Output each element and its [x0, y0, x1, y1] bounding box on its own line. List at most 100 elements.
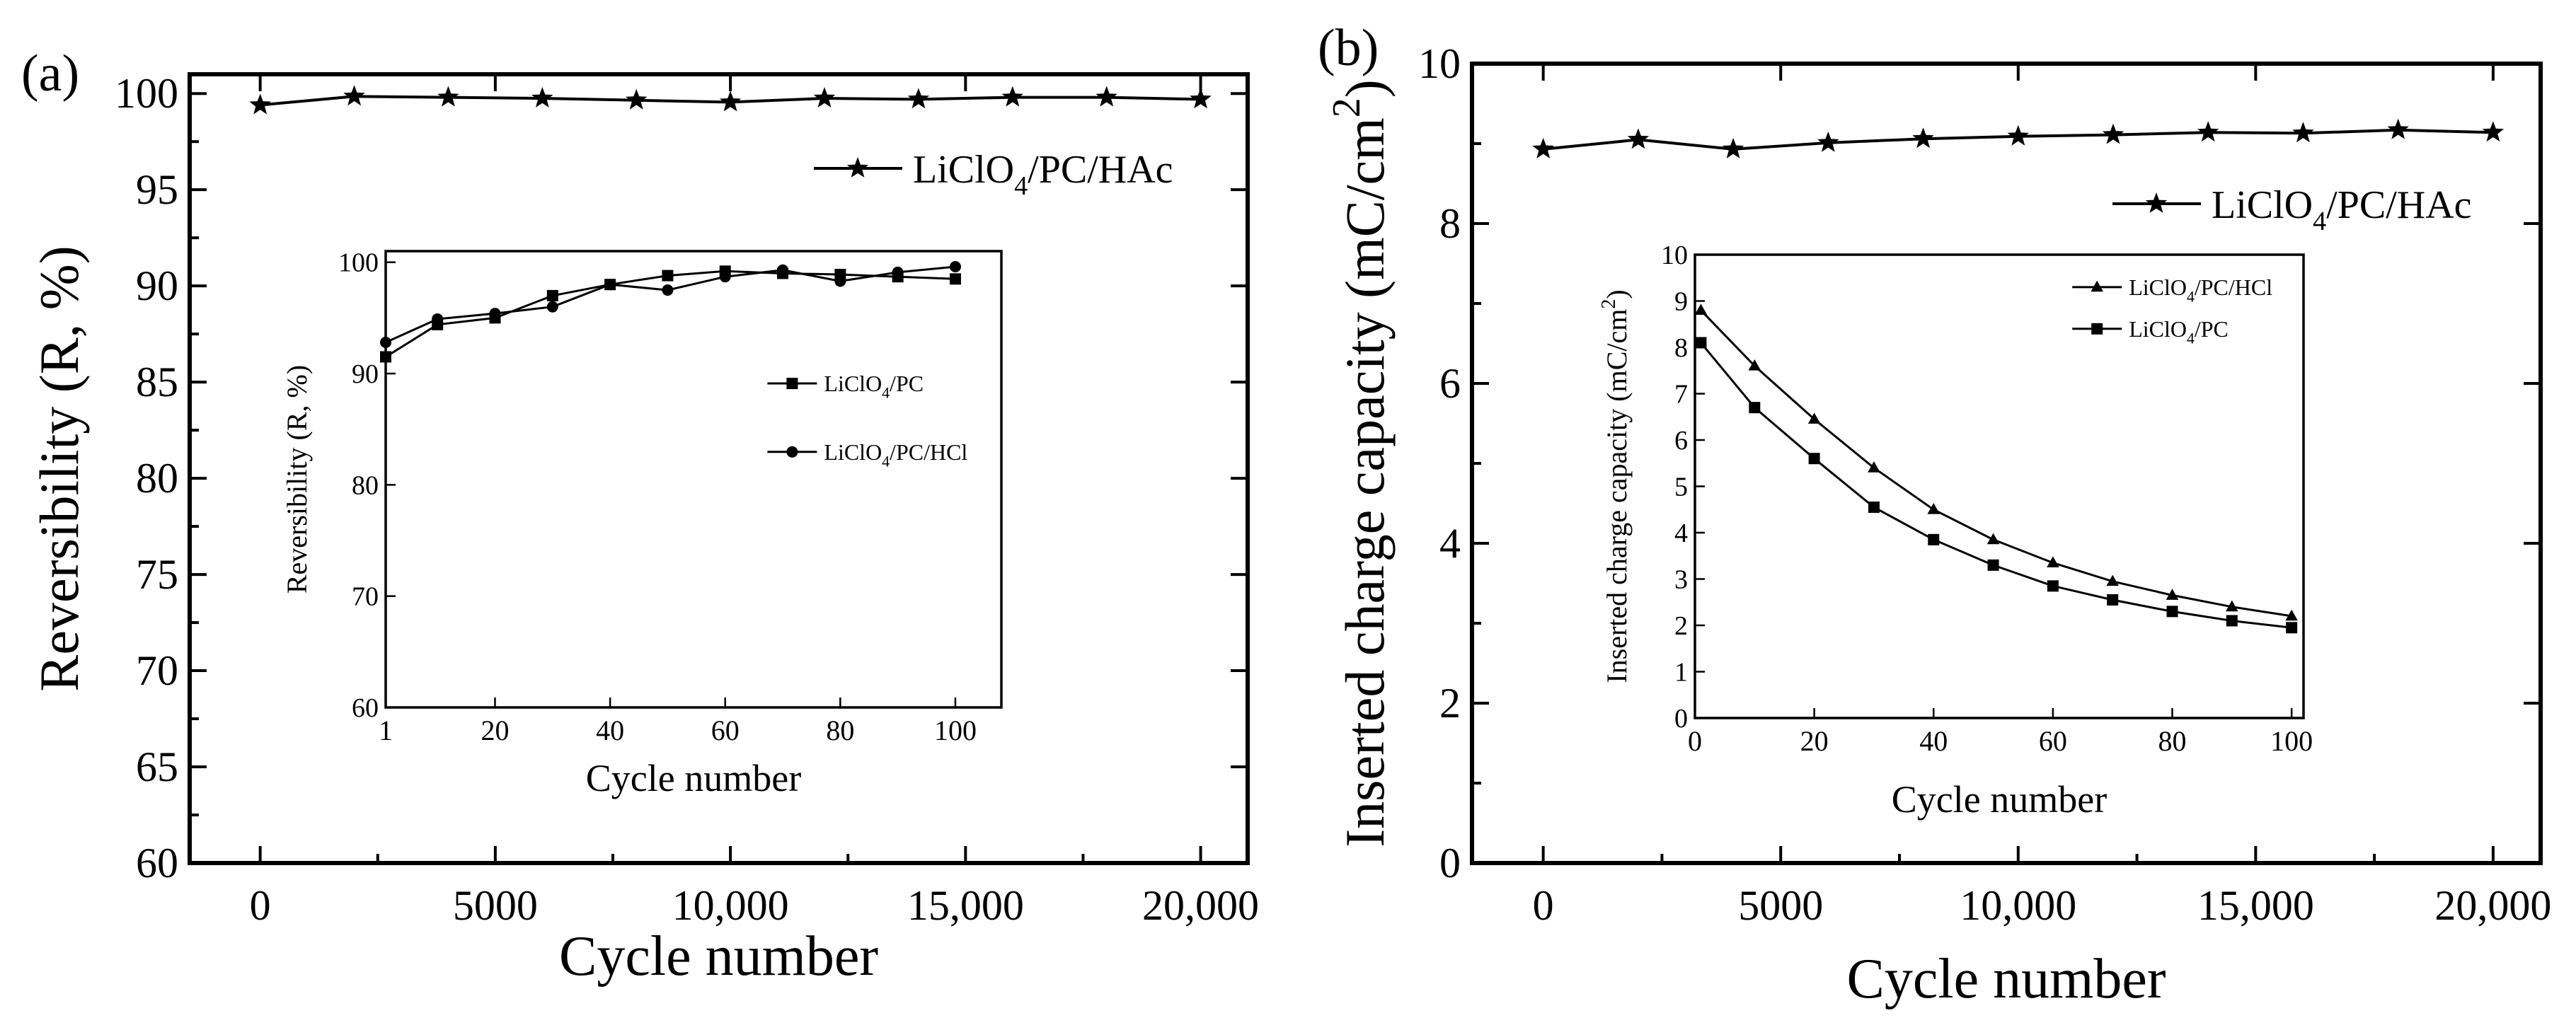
data-point-0-1: [343, 85, 365, 106]
x-tick-label: 20,000: [1142, 882, 1259, 929]
inset-y-axis-label: Inserted charge capacity (mC/cm2): [1598, 289, 1633, 683]
inset-y-tick-label: 10: [1661, 241, 1688, 270]
inset-y-tick-label: 7: [1674, 380, 1688, 410]
inset-y-tick-label: 9: [1674, 287, 1688, 317]
inset-y-tick-label: 90: [352, 359, 379, 389]
inset-a: 1 20 40 60 80 100 60 70 80 90 100 Cycle number Rever…: [281, 248, 1003, 799]
data-point-inset-0-1: [1748, 359, 1761, 371]
inset-y-tick-label: 0: [1674, 704, 1688, 734]
data-point-0-5: [2007, 125, 2029, 146]
data-point-0-10: [2482, 121, 2505, 142]
legend-text-main: LiClO: [2212, 183, 2313, 227]
panel-label: (b): [1318, 19, 1379, 77]
inset-x-tick-label: 40: [596, 714, 624, 746]
panel-label: (a): [21, 45, 79, 103]
inset-legend-label: LiClO4/PC/HCl: [824, 439, 967, 470]
inset-y-axis-label-text: Reversibility (R, %): [281, 365, 313, 594]
inset-legend-marker: [2091, 280, 2103, 292]
x-tick-label: 10,000: [1960, 882, 2076, 929]
legend-text-main: LiClO: [2129, 274, 2187, 300]
data-point-inset-0-5: [662, 270, 674, 282]
data-point-inset-1-3: [1868, 501, 1880, 513]
legend-text-subscript: 4: [2187, 288, 2195, 305]
data-point-inset-0-2: [1807, 412, 1821, 424]
data-point-inset-1-1: [432, 313, 444, 325]
data-point-inset-1-8: [2166, 606, 2178, 618]
legend-marker-star: [846, 157, 869, 178]
legend-text-rest: /PC: [890, 371, 924, 396]
y-tick-label: 90: [136, 262, 178, 309]
inset-legend-label: LiClO4/PC: [824, 371, 924, 402]
data-point-inset-1-1: [1749, 402, 1761, 414]
y-tick-label: 70: [136, 647, 178, 694]
legend-text-subscript: 4: [2187, 330, 2195, 347]
data-point-inset-1-6: [2047, 580, 2059, 592]
legend-text-subscript: 4: [882, 385, 890, 402]
data-point-inset-0-3: [546, 289, 558, 301]
inset-b: 0 20 40 60 80 100 0 1 2 3 4 5 6 7 8 9 10 Cycle number Inse…: [1598, 241, 2313, 821]
inset-y-axis-label-superscript: 2: [1598, 299, 1620, 309]
data-point-0-9: [2387, 118, 2409, 139]
data-point-inset-0-0: [1694, 303, 1708, 315]
data-point-inset-1-9: [2226, 615, 2238, 627]
data-point-0-5: [719, 91, 742, 112]
inset-x-tick-label: 60: [711, 714, 740, 746]
data-point-inset-1-4: [1928, 533, 1940, 545]
data-point-inset-0-10: [2285, 609, 2298, 621]
legend-text-rest: /PC/HCl: [2195, 274, 2272, 300]
x-axis-label: Cycle number: [1847, 948, 2166, 1010]
data-point-inset-0-9: [2226, 600, 2238, 612]
data-point-inset-0-8: [2166, 589, 2179, 600]
y-tick-label: 85: [136, 359, 178, 405]
data-point-inset-0-0: [380, 351, 391, 363]
data-point-inset-0-4: [1927, 503, 1940, 514]
data-point-0-0: [1532, 137, 1554, 158]
data-point-inset-1-2: [489, 308, 501, 320]
legend-marker-star: [2145, 192, 2168, 213]
data-point-inset-1-2: [1808, 453, 1820, 465]
x-tick-label: 5000: [1738, 882, 1823, 929]
data-point-inset-0-6: [2047, 556, 2059, 567]
inset-y-axis-label-text: Inserted charge capacity (mC/cm: [1601, 309, 1633, 683]
data-point-0-7: [907, 88, 930, 109]
inset-x-tick-label: 1: [379, 714, 393, 746]
data-point-inset-1-9: [892, 266, 904, 278]
data-point-0-1: [1627, 128, 1650, 149]
legend-text-subscript: 4: [1014, 171, 1028, 201]
data-point-inset-1-0: [1695, 337, 1707, 349]
data-point-0-7: [2197, 121, 2219, 142]
inset-y-tick-label: 5: [1674, 473, 1688, 502]
legend-text-main: LiClO: [824, 371, 882, 396]
data-point-inset-1-6: [719, 271, 731, 283]
data-point-0-3: [531, 87, 553, 108]
inset-y-tick-label: 1: [1674, 658, 1688, 688]
legend-text-main: LiClO: [2129, 316, 2187, 342]
inset-y-tick-label: 60: [352, 693, 379, 723]
legend-text-subscript: 4: [2313, 207, 2326, 236]
y-axis-label-superscript: 2: [1325, 98, 1369, 117]
data-point-0-8: [2292, 122, 2314, 143]
y-tick-label: 75: [136, 551, 178, 598]
y-tick-label: 10: [1418, 40, 1461, 87]
y-tick-label: 0: [1439, 840, 1461, 886]
y-axis-label-end: ): [1334, 79, 1396, 98]
data-point-0-6: [813, 87, 836, 108]
legend-label: LiClO4/PC/HAc: [2212, 183, 2472, 236]
data-point-0-10: [1190, 88, 1212, 109]
inset-y-tick-label: 4: [1674, 519, 1688, 548]
inset-y-tick-label: 6: [1674, 426, 1688, 456]
data-point-inset-0-3: [1868, 461, 1880, 473]
data-point-0-2: [1722, 137, 1744, 158]
data-point-0-9: [1096, 86, 1117, 107]
legend-text-main: LiClO: [824, 439, 882, 465]
data-point-0-3: [1817, 131, 1839, 152]
x-tick-label: 0: [1533, 882, 1554, 929]
inset-x-tick-label: 100: [2270, 725, 2313, 757]
y-tick-label: 4: [1439, 520, 1461, 567]
y-tick-label: 65: [136, 743, 178, 790]
x-tick-label: 0: [250, 882, 271, 929]
inset-legend-marker: [786, 378, 798, 390]
data-point-inset-1-5: [662, 284, 674, 296]
